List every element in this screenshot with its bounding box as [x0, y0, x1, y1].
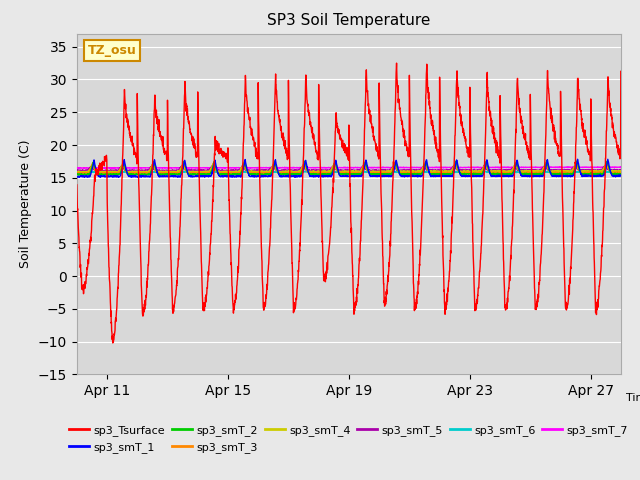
Text: TZ_osu: TZ_osu: [88, 44, 136, 57]
Y-axis label: Soil Temperature (C): Soil Temperature (C): [19, 140, 32, 268]
Text: Time: Time: [626, 393, 640, 403]
Legend: sp3_Tsurface, sp3_smT_1, sp3_smT_2, sp3_smT_3, sp3_smT_4, sp3_smT_5, sp3_smT_6, : sp3_Tsurface, sp3_smT_1, sp3_smT_2, sp3_…: [65, 421, 633, 457]
Title: SP3 Soil Temperature: SP3 Soil Temperature: [267, 13, 431, 28]
